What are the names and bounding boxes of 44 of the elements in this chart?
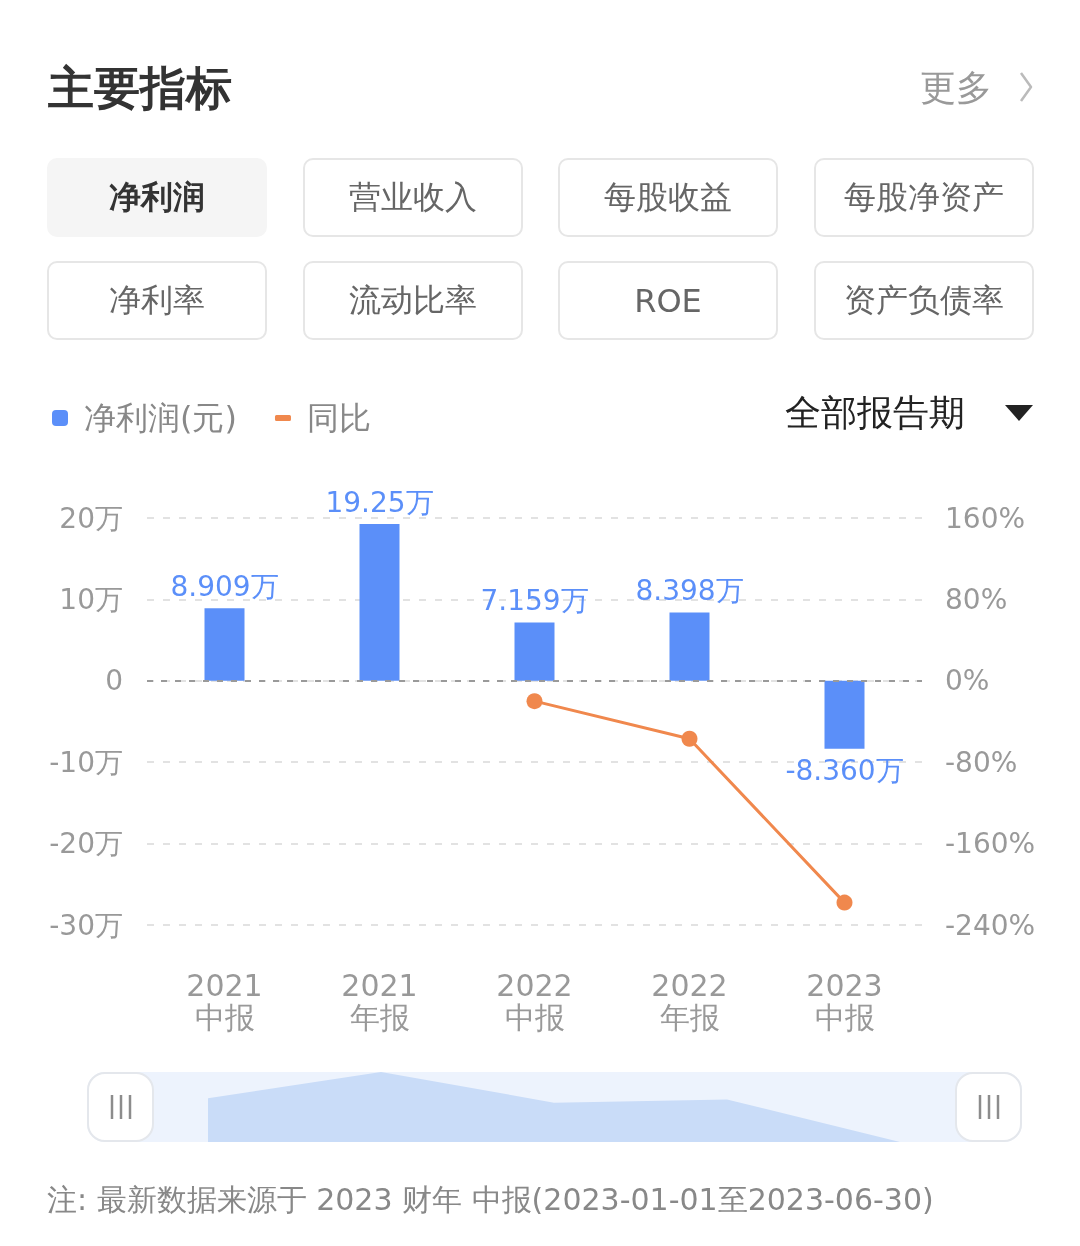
- y-tick-label: 0: [105, 664, 123, 698]
- tab-button: 流动比率: [303, 261, 523, 340]
- x-tick-label: 2022 中报: [496, 967, 573, 1035]
- text: 更多: [920, 66, 992, 110]
- tab-button: 每股净资产: [814, 158, 1034, 237]
- tab-button: 每股收益: [558, 158, 778, 237]
- bar: [669, 612, 710, 681]
- y2-tick-label: 160%: [945, 501, 1026, 535]
- bar: [204, 608, 245, 681]
- text: 注: 最新数据来源于 2023 财年 中报(2023-01-01至2023-06-30): [47, 1181, 934, 1219]
- x-tick-label: 2022 年报: [651, 967, 728, 1035]
- point: [681, 730, 698, 747]
- tab-button: 资产负债率: [814, 261, 1034, 340]
- chart-title: 主要指标: [48, 60, 232, 116]
- y2-tick-label: -240%: [945, 908, 1036, 942]
- x-tick-label: 2023 中报: [806, 967, 883, 1035]
- x-tick-label: 2021 年报: [341, 967, 418, 1035]
- legend-label: 净利润(元): [84, 399, 237, 437]
- x-tick-label: 2021 中报: [186, 967, 263, 1035]
- text: 全部报告期: [785, 391, 965, 435]
- y-tick-label: -20万: [49, 827, 123, 861]
- y2-tick-label: 80%: [945, 582, 1008, 616]
- y-tick-label: -10万: [49, 745, 123, 779]
- tab-button: 净利润: [47, 158, 267, 237]
- y-tick-label: 20万: [59, 501, 123, 535]
- data-label: 8.909万: [170, 569, 279, 603]
- y-tick-label: -30万: [49, 908, 123, 942]
- data-label: -8.360万: [785, 754, 904, 788]
- y2-tick-label: -160%: [945, 827, 1036, 861]
- y2-tick-label: 0%: [945, 664, 990, 698]
- bar: [514, 622, 555, 681]
- tab-button: 营业收入: [303, 158, 523, 237]
- tab-button: 净利率: [47, 261, 267, 340]
- data-label: 7.159万: [480, 584, 589, 618]
- y2-tick-label: -80%: [945, 745, 1018, 779]
- bar: [824, 680, 865, 749]
- bar: [359, 524, 400, 681]
- legend-label: 同比: [306, 399, 371, 437]
- y-tick-label: 10万: [59, 582, 123, 616]
- point: [526, 693, 543, 710]
- point: [836, 894, 853, 911]
- tab-button: ROE: [558, 261, 778, 340]
- data-label: 8.398万: [635, 573, 744, 607]
- data-label: 19.25万: [325, 485, 434, 519]
